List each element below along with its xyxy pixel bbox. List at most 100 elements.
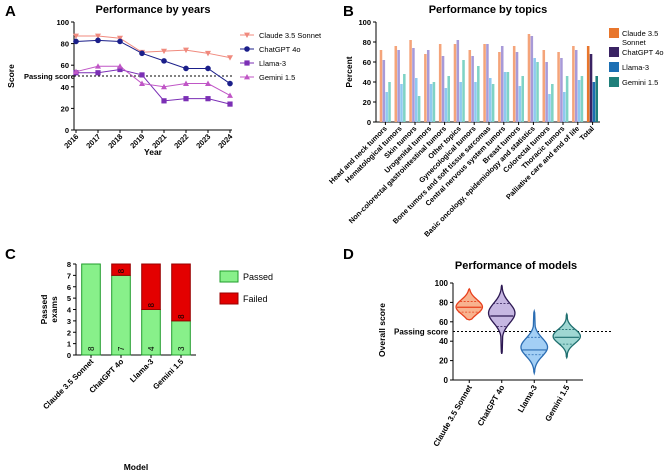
chart-a-x-tick-label: 2018 [106, 132, 124, 150]
chart-a-y-tick-label: 0 [65, 126, 69, 135]
chart-d-y-label: Overall score [377, 303, 387, 357]
chart-b-legend-label: Llama-3 [622, 63, 649, 72]
panel-label-b: B [343, 3, 354, 20]
chart-b-bar [592, 82, 596, 122]
chart-a-legend-label: Claude 3.5 Sonnet [259, 31, 322, 40]
chart-c-y-tick-label: 5 [67, 294, 71, 303]
chart-a-series-line [75, 65, 231, 96]
chart-d-violin [552, 312, 582, 360]
chart-a-point [161, 83, 167, 90]
chart-b-legend-swatch [609, 77, 619, 87]
chart-b-y-label: Percent [344, 56, 354, 87]
chart-a-point [73, 33, 79, 40]
chart-c-total-label: 8 [177, 314, 186, 319]
panel-label-d: D [343, 246, 354, 263]
chart-b-legend-label: Claude 3.5 Sonnet [622, 29, 658, 47]
chart-b-y-tick-label: 20 [363, 98, 371, 107]
chart-d-x-tick-label: Llama-3 [516, 383, 539, 414]
chart-c-y-tick-label: 8 [67, 260, 71, 269]
chart-a-title: Performance by years [96, 4, 211, 16]
chart-a-y-label: Score [6, 64, 16, 88]
chart-b-bar [471, 56, 474, 122]
chart-a-y-tick-label: 40 [61, 83, 69, 92]
chart-c-bar-failed [171, 263, 191, 322]
chart-d-y-tick-label: 0 [444, 376, 449, 385]
chart-d-violin [520, 308, 549, 376]
chart-b-bar [441, 56, 445, 122]
chart-b-bar [477, 66, 480, 122]
chart-b-legend-label: Gemini 1.5 [622, 78, 658, 87]
chart-b-bar [557, 52, 560, 122]
chart-c-y-tick-label: 4 [67, 306, 72, 315]
chart-b-bar [548, 94, 551, 122]
chart-a-point [205, 50, 211, 57]
chart-b-y-tick-label: 100 [358, 18, 371, 27]
chart-b-bar [424, 54, 427, 122]
chart-c-legend-label: Passed [243, 272, 273, 282]
chart-a-point [205, 65, 211, 72]
chart-a-point [117, 66, 123, 73]
chart-b-legend-line: Claude 3.5 [622, 29, 658, 38]
chart-a-legend-marker [244, 32, 250, 38]
chart-b-bar [468, 50, 472, 122]
chart-a-point [73, 68, 79, 75]
chart-a-series-line [76, 35, 231, 59]
chart-b-x-tick-label: Head and neck tumors [327, 124, 389, 186]
chart-a-point [73, 38, 79, 45]
chart-b-bar [565, 76, 569, 122]
chart-b-bar [379, 50, 383, 122]
chart-a-point [205, 96, 211, 102]
chart-b-bar [459, 82, 462, 122]
chart-c-total-label: 8 [147, 303, 156, 308]
chart-a-point [205, 80, 211, 86]
chart-b-bar [595, 76, 598, 122]
chart-b-bar [444, 88, 448, 122]
chart-c-total-label: 8 [117, 268, 126, 273]
chart-b-bar [577, 80, 581, 122]
chart-b-bar [456, 40, 460, 122]
chart-a-y-tick-label: 100 [56, 18, 69, 27]
chart-c-y-label-line: Passed [39, 295, 49, 325]
chart-a-point [95, 63, 101, 69]
chart-a-point [139, 72, 145, 78]
chart-d-x-tick-label: Claude 3.5 Sonnet [432, 383, 475, 448]
chart-a-point [139, 50, 145, 57]
chart-c-data-label: 7 [117, 346, 126, 351]
chart-b-bar [432, 82, 436, 122]
chart-b-bar [574, 50, 578, 122]
chart-b-bar [551, 84, 554, 122]
chart-a-point [161, 98, 167, 104]
chart-b-legend-label: ChatGPT 4o [622, 48, 664, 57]
chart-b-bar [412, 48, 415, 122]
chart-c-x-tick-label: Gemini 1.5 [151, 357, 186, 392]
chart-a-passing-label: Passing score [24, 72, 75, 81]
chart-b-bar [388, 82, 391, 122]
chart-a-x-tick-label: 2017 [84, 132, 102, 150]
chart-a-point [183, 47, 189, 54]
chart-a-point [95, 70, 101, 76]
chart-b-bar [438, 44, 442, 122]
chart-b-bar [542, 50, 546, 122]
chart-d-y-tick-label: 40 [439, 337, 448, 346]
chart-c-data-label: 3 [177, 346, 186, 351]
chart-d-x-tick-label: Gemini 1.5 [543, 383, 571, 423]
chart-b-bar [527, 34, 531, 122]
chart-b-y-tick-label: 80 [363, 38, 371, 47]
chart-a-x-tick-label: 2023 [194, 132, 212, 150]
chart-a-point [227, 55, 233, 61]
chart-c-y-tick-label: 0 [67, 351, 71, 360]
chart-c-legend-swatch [219, 270, 239, 283]
panel-label-a: A [5, 3, 16, 20]
chart-b-bar [536, 62, 539, 122]
chart-d-violin [455, 287, 484, 321]
chart-c-x-tick-label: Claude 3.5 Sonnet [41, 357, 95, 411]
chart-a-legend-label: Gemini 1.5 [259, 73, 295, 82]
chart-c-y-tick-label: 7 [67, 271, 71, 280]
chart-b-bar [400, 84, 403, 122]
chart-a-series-line [76, 69, 231, 105]
chart-b-bar [580, 76, 584, 122]
chart-a-point [161, 58, 167, 64]
chart-d: Performance of models 0 20 40 60 80 100 Overall… [377, 260, 612, 448]
